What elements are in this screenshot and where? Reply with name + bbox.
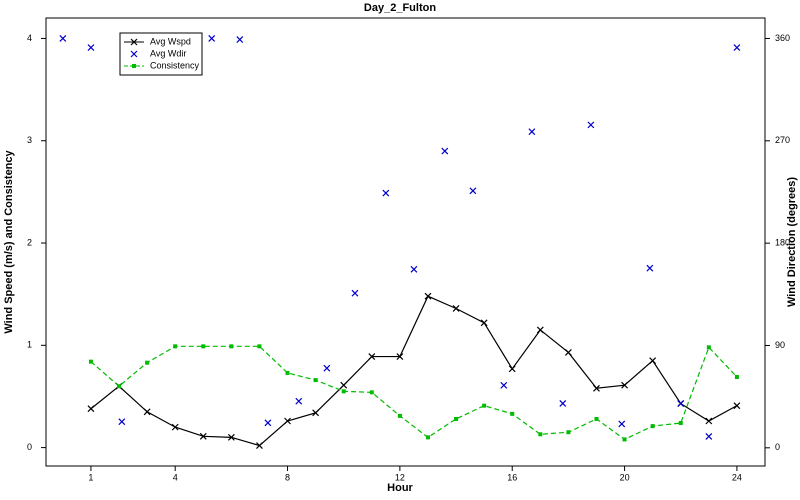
data-point [646,264,654,272]
data-point [564,349,572,356]
legend-label: Avg Wdir [150,48,186,58]
series-line [90,345,738,441]
x-axis-label: Hour [387,482,413,494]
data-point [285,370,290,375]
data-point [622,437,627,442]
data-point [256,442,263,449]
y2-tick-label: 90 [775,340,785,350]
data-point [621,381,628,389]
data-point [236,36,244,44]
legend-label: Consistency [150,60,200,70]
data-point [482,403,487,408]
data-point [734,375,739,380]
data-point [257,344,262,349]
y-axis-label: Wind Speed (m/s) and Consistency [3,149,15,333]
y-tick-label: 3 [27,135,32,145]
data-point [382,189,390,197]
y2-tick-label: 360 [775,33,790,43]
data-point [705,417,713,425]
plot-frame [45,17,766,467]
data-point [510,411,515,416]
data-point [677,400,685,407]
data-point [500,381,508,389]
data-point [424,292,432,300]
data-point [88,359,93,364]
data-point [566,430,571,435]
legend-marker [130,50,138,58]
x-tick-label: 12 [395,472,405,482]
data-point [538,432,543,437]
data-point [410,265,418,273]
data-point [199,432,207,440]
data-point [396,353,404,360]
data-point [173,344,178,349]
data-point [528,128,536,136]
data-point [284,417,291,425]
data-point [536,326,544,334]
x-tick-label: 4 [173,472,178,482]
y2-tick-label: 270 [775,135,790,145]
data-point [341,389,346,394]
data-point [594,416,599,421]
data-point [59,35,67,42]
x-tick-label: 8 [285,472,290,482]
data-point [323,364,331,372]
data-point [733,402,741,410]
y-tick-label: 0 [27,442,32,452]
x-tick-label: 16 [507,472,517,482]
data-point [312,409,320,417]
data-point [340,381,348,389]
legend-marker [130,38,138,46]
legend-marker [132,64,136,68]
data-point [587,121,595,129]
data-point [351,289,359,297]
data-point [117,384,122,389]
series-line [90,295,738,447]
data-point [452,305,460,312]
data-point [397,413,402,418]
data-point [229,344,234,349]
y2-tick-label: 180 [775,238,790,248]
data-point [171,423,179,431]
data-point [559,400,567,407]
data-point [618,420,626,428]
x-tick-label: 20 [620,472,630,482]
y-tick-label: 4 [27,33,32,43]
data-point [295,397,303,405]
data-point [425,435,430,440]
data-point [593,384,600,392]
x-tick-label: 1 [88,472,93,482]
data-point [118,418,126,426]
data-point [208,35,216,42]
data-point [87,405,95,413]
data-point [227,433,235,441]
data-point [480,319,488,327]
data-point [145,360,150,365]
data-point [313,378,318,383]
data-point [705,433,713,440]
data-point [469,187,477,195]
data-point [650,424,655,429]
data-point [369,390,374,395]
data-point [678,421,683,426]
y-tick-label: 2 [27,237,32,247]
y2-tick-label: 0 [775,442,780,452]
chart-title: Day_2_Fulton [364,2,436,14]
data-point [706,345,711,350]
data-point [264,419,272,427]
legend-label: Avg Wspd [150,36,191,46]
data-point [143,408,151,416]
y2-axis-label: Wind Direction (degrees) [786,177,798,307]
data-point [649,357,657,365]
data-point [441,147,449,155]
data-point [733,44,741,51]
y-tick-label: 1 [27,340,32,350]
data-point [201,344,206,349]
data-point [508,365,516,373]
x-tick-label: 24 [732,472,742,482]
data-point [87,44,95,51]
data-point [454,416,459,421]
data-point [368,353,376,360]
